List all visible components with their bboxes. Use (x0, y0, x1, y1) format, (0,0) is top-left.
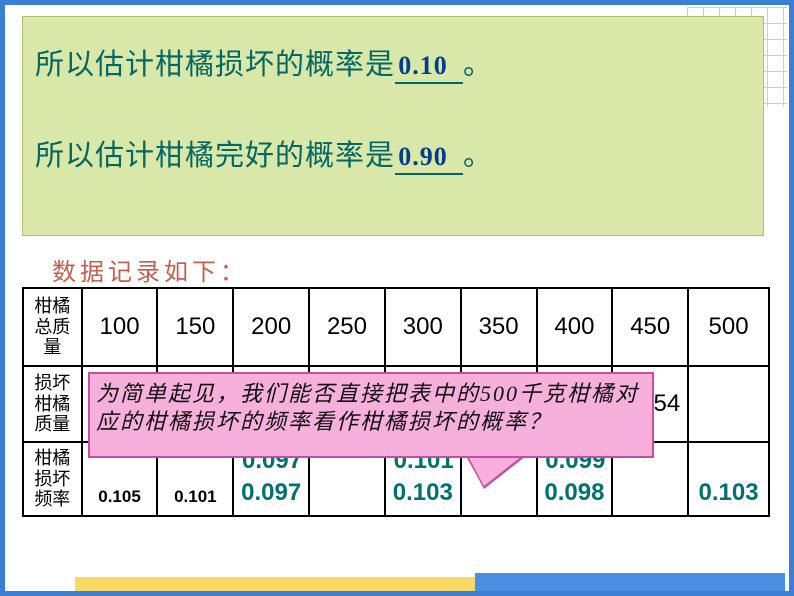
table-row-total-mass: 柑橘总质量 100 150 200 250 300 350 400 450 50… (23, 288, 769, 366)
intact-probability-value: 0.90 (395, 142, 451, 172)
speech-text: 为简单起见，我们能否直接把表中的500千克柑橘对应的柑橘损坏的频率看作柑橘损坏的… (96, 381, 639, 434)
sentence-damaged: 所以估计柑橘损坏的概率是0.10 。 (35, 41, 755, 84)
text-prefix: 所以估计柑橘损坏的概率是 (35, 49, 395, 81)
text-prefix: 所以估计柑橘完好的概率是 (35, 140, 395, 172)
damaged-probability-value: 0.10 (395, 51, 451, 81)
partial-hidden-text: 数据记录如下： (52, 252, 248, 287)
row-label: 损坏柑橘质量 (23, 366, 82, 442)
cell: 500 (688, 288, 769, 366)
freq-cell: 0.103 (688, 442, 769, 516)
cell: 200 (233, 288, 309, 366)
cell: 300 (385, 288, 461, 366)
bottom-decoration (5, 567, 789, 591)
sentence-intact: 所以估计柑橘完好的概率是0.90 。 (35, 132, 755, 175)
row-label: 柑橘总质量 (23, 288, 82, 366)
text-suffix: 。 (463, 49, 493, 81)
cell: 100 (82, 288, 158, 366)
cell: 150 (157, 288, 233, 366)
speech-bubble-tail (468, 456, 522, 486)
blue-stripe (475, 573, 785, 591)
speech-bubble: 为简单起见，我们能否直接把表中的500千克柑橘对应的柑橘损坏的频率看作柑橘损坏的… (88, 372, 654, 458)
cell: 250 (309, 288, 385, 366)
row-label: 柑橘损坏频率 (23, 442, 82, 516)
answer-panel: 所以估计柑橘损坏的概率是0.10 。 所以估计柑橘完好的概率是0.90 。 (22, 16, 764, 236)
cell: 350 (461, 288, 537, 366)
cell: 450 (612, 288, 688, 366)
cell (688, 366, 769, 442)
text-suffix: 。 (463, 140, 493, 172)
yellow-stripe (75, 577, 475, 591)
cell: 400 (537, 288, 613, 366)
